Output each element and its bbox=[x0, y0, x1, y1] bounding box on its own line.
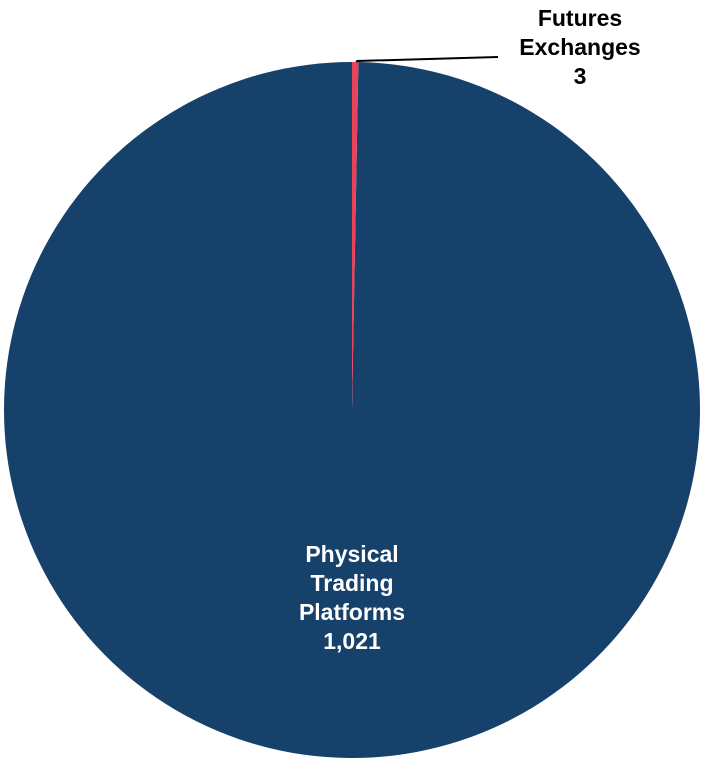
pie-slice-futures-exchanges bbox=[352, 62, 359, 410]
leader-line-futures-exchanges bbox=[355, 56, 499, 63]
pie-slice-physical-trading-platforms bbox=[4, 62, 701, 758]
slice-label-physical-trading-platforms: Physical Trading Platforms 1,021 bbox=[299, 541, 405, 654]
slice-label-futures-exchanges: Futures Exchanges 3 bbox=[519, 5, 640, 89]
